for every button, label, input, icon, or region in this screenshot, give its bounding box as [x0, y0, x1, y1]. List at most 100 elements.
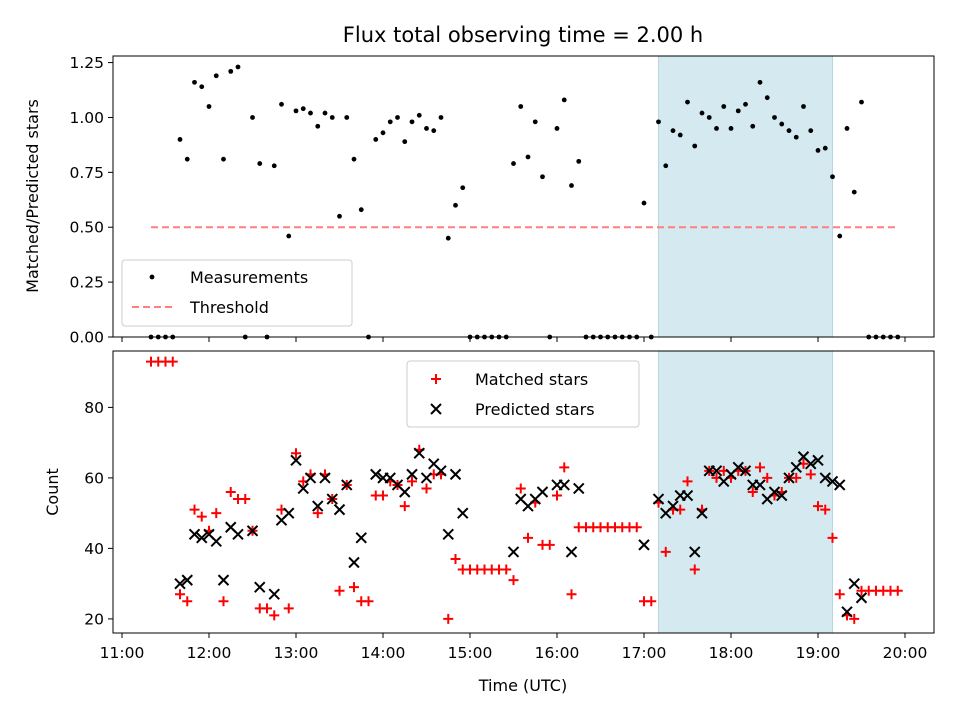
top-point — [837, 233, 843, 239]
bottom-matched-point — [211, 508, 222, 519]
bottom-predicted-point — [710, 465, 723, 477]
top-point — [409, 119, 415, 125]
top-axes-frame — [112, 55, 935, 338]
bottom-xtick-label: 11:00 — [100, 644, 145, 662]
top-point — [315, 123, 321, 129]
bottom-matched-point — [747, 487, 758, 497]
top-point — [721, 104, 727, 109]
top-point — [743, 101, 748, 107]
bottom-predicted-point — [457, 507, 469, 519]
top-point — [511, 161, 516, 166]
bottom-ytick-label: 80 — [84, 399, 104, 417]
bottom-xtick-label: 19:00 — [796, 644, 841, 662]
bottom-xtick-label: 14:00 — [361, 644, 406, 662]
bottom-predicted-point — [246, 525, 259, 537]
bottom-predicted-point — [188, 528, 201, 541]
top-point — [329, 115, 335, 120]
top-point — [844, 126, 850, 131]
bottom-predicted-point — [558, 479, 570, 491]
bottom-matched-point — [182, 596, 193, 607]
bottom-predicted-point — [667, 500, 679, 512]
top-point — [228, 68, 234, 74]
bottom-matched-point — [827, 532, 838, 543]
bottom-matched-point — [378, 490, 388, 501]
bottom-predicted-point — [790, 461, 802, 474]
top-point — [445, 235, 451, 241]
top-point — [779, 121, 785, 127]
bottom-matched-point — [283, 603, 294, 614]
bottom-matched-point — [443, 613, 454, 624]
bottom-matched-point — [218, 596, 229, 607]
bottom-predicted-point — [254, 581, 266, 593]
bottom-matched-point — [755, 462, 765, 473]
bottom-matched-point — [762, 472, 773, 483]
top-point — [351, 156, 357, 162]
bottom-predicted-point — [290, 454, 302, 466]
bottom-matched-point — [450, 553, 461, 564]
bottom-matched-point — [813, 501, 823, 512]
bottom-matched-point — [225, 487, 236, 497]
top-point — [735, 108, 741, 114]
bottom-predicted-point — [283, 507, 295, 519]
top-point — [293, 108, 299, 114]
bottom-matched-point — [189, 504, 200, 515]
legend-matched-label: Matched stars — [475, 370, 588, 389]
bottom-predicted-point — [348, 556, 360, 569]
bottom-xtick-label: 20:00 — [883, 644, 928, 662]
top-point — [380, 130, 386, 136]
top-ytick-label: 0.25 — [69, 274, 104, 292]
top-point — [728, 126, 734, 131]
bottom-ytick-label: 60 — [84, 469, 104, 487]
bottom-ytick-label: 40 — [84, 540, 104, 558]
bottom-predicted-point — [819, 472, 831, 484]
top-panel: 0.00 0.25 0.50 0.75 1.00 1.25 — [69, 54, 935, 347]
bottom-ylabel: Count — [43, 468, 62, 516]
top-point — [692, 143, 698, 149]
bottom-xtick-label: 17:00 — [622, 644, 667, 662]
bottom-predicted-point — [681, 489, 694, 502]
bottom-predicted-point — [848, 577, 860, 590]
bottom-predicted-point — [776, 489, 788, 502]
top-point — [300, 106, 306, 112]
top-point — [344, 115, 350, 120]
top-point — [416, 112, 422, 118]
top-point — [387, 119, 393, 125]
top-point — [286, 233, 292, 239]
top-point — [337, 213, 342, 219]
top-point — [663, 163, 669, 169]
top-point — [670, 128, 676, 134]
top-point — [822, 145, 828, 151]
top-ytick-label: 1.00 — [69, 109, 104, 127]
bottom-matched-point — [167, 356, 178, 367]
bottom-matched-point — [240, 494, 251, 505]
bottom-predicted-point — [370, 468, 382, 481]
bottom-axes-frame — [112, 350, 935, 634]
top-highlight-span — [658, 55, 833, 338]
top-point — [714, 126, 719, 131]
bottom-matched-point — [660, 546, 671, 557]
legend-predicted-label: Predicted stars — [475, 400, 595, 419]
bottom-matched-point — [820, 504, 831, 515]
bottom-predicted-point — [573, 482, 585, 495]
bottom-predicted-point — [435, 465, 447, 477]
bottom-predicted-point — [812, 454, 824, 466]
top-point — [206, 104, 212, 109]
top-point — [525, 154, 531, 160]
top-point — [184, 156, 190, 162]
top-point — [786, 128, 792, 134]
bottom-predicted-point — [689, 546, 701, 558]
bottom-matched-point — [523, 532, 533, 543]
bottom-matched-point — [334, 585, 345, 596]
top-point — [699, 110, 705, 116]
bottom-matched-point — [269, 610, 280, 621]
bottom-predicted-point — [783, 472, 795, 484]
top-point — [772, 115, 777, 120]
top-point — [677, 132, 683, 138]
bottom-matched-point — [291, 448, 301, 459]
bottom-panel: 20 40 60 80 11:00 12:00 13:00 14:00 15:00 16:00 17… — [84, 350, 935, 662]
bottom-predicted-point — [739, 465, 752, 477]
bottom-predicted-point — [297, 482, 309, 495]
bottom-predicted-point — [754, 479, 766, 491]
top-point — [424, 126, 429, 131]
top-point — [815, 147, 821, 153]
